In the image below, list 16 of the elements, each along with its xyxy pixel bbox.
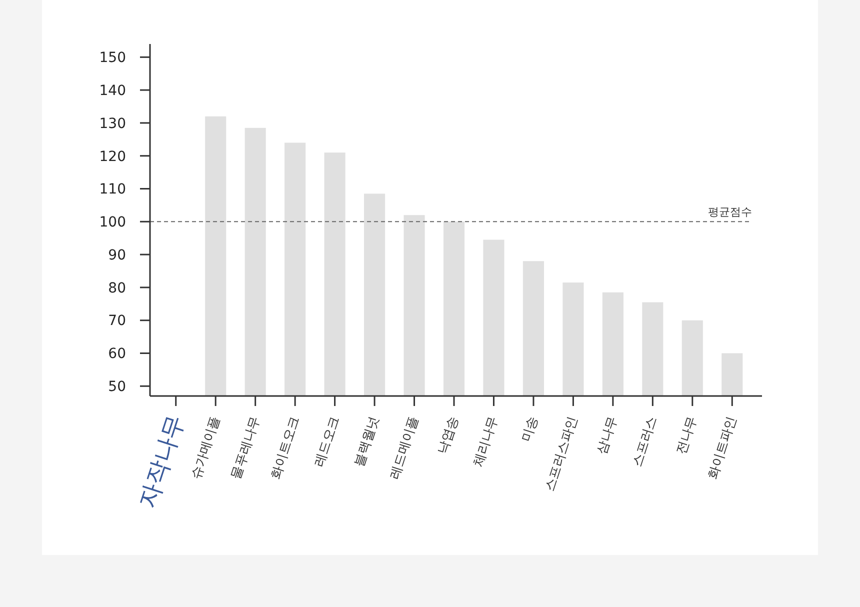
y-tick-label: 80	[108, 280, 126, 296]
ref-line-label: 평균점수	[708, 206, 752, 219]
y-tick-label: 120	[99, 148, 126, 165]
y-tick-label: 90	[108, 247, 126, 264]
y-tick-label: 100	[99, 214, 126, 231]
y-tick-label: 70	[108, 313, 126, 330]
y-tick-label: 50	[108, 379, 126, 396]
x-tick-label: 미송	[518, 414, 542, 444]
y-tick-label: 140	[99, 82, 126, 99]
y-tick-label: 130	[99, 116, 126, 132]
x-tick-label: 낙엽송	[435, 414, 462, 456]
y-tick-label: 60	[108, 346, 126, 362]
y-tick-label: 110	[99, 182, 126, 198]
y-tick-label: 150	[99, 50, 126, 66]
x-tick-label: 전나무	[674, 414, 700, 456]
x-tick-label: 삼나무	[594, 414, 621, 456]
